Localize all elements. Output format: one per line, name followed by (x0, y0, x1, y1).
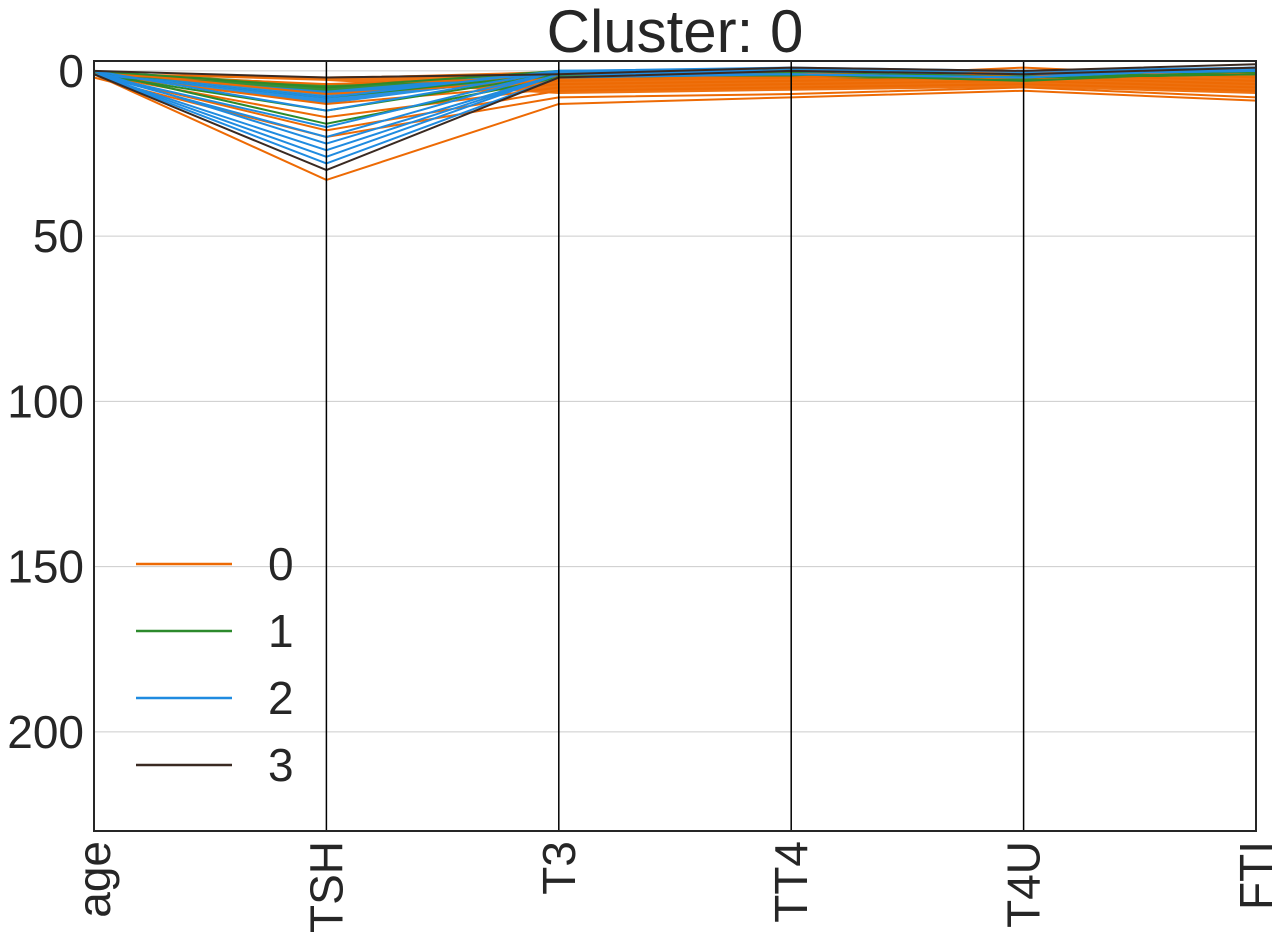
x-tick-label: TT4 (765, 841, 817, 923)
y-tick-label: 100 (7, 375, 84, 427)
x-tick-label: T3 (533, 841, 585, 895)
legend-label: 1 (268, 605, 294, 657)
legend-label: 2 (268, 672, 294, 724)
series-lines (93, 63, 1257, 182)
y-tick-label: 0 (58, 45, 84, 97)
legend: 0 1 2 3 (136, 538, 294, 791)
legend-label: 0 (268, 538, 294, 590)
y-tick-label: 150 (7, 541, 84, 593)
y-tick-label: 200 (7, 706, 84, 758)
y-tick-labels: 0 50 100 150 200 (7, 45, 84, 758)
series-line-cluster-0 (93, 73, 1257, 182)
chart-title: Cluster: 0 (547, 0, 804, 65)
x-tick-label: age (68, 841, 120, 918)
x-tick-label: FTI (1230, 841, 1282, 910)
series-line-cluster-0 (93, 73, 1257, 132)
series-line-cluster-0 (93, 73, 1257, 119)
y-tick-label: 50 (33, 210, 84, 262)
series-line-cluster-3 (93, 63, 1257, 79)
plot-frame (93, 60, 1257, 832)
series-line-cluster-3 (93, 66, 1257, 172)
x-tick-labels: age TSH T3 TT4 T4U FTI (68, 841, 1282, 933)
x-tick-label: T4U (998, 841, 1050, 928)
x-tick-label: TSH (300, 841, 352, 933)
legend-label: 3 (268, 739, 294, 791)
series-band (94, 67, 1256, 104)
